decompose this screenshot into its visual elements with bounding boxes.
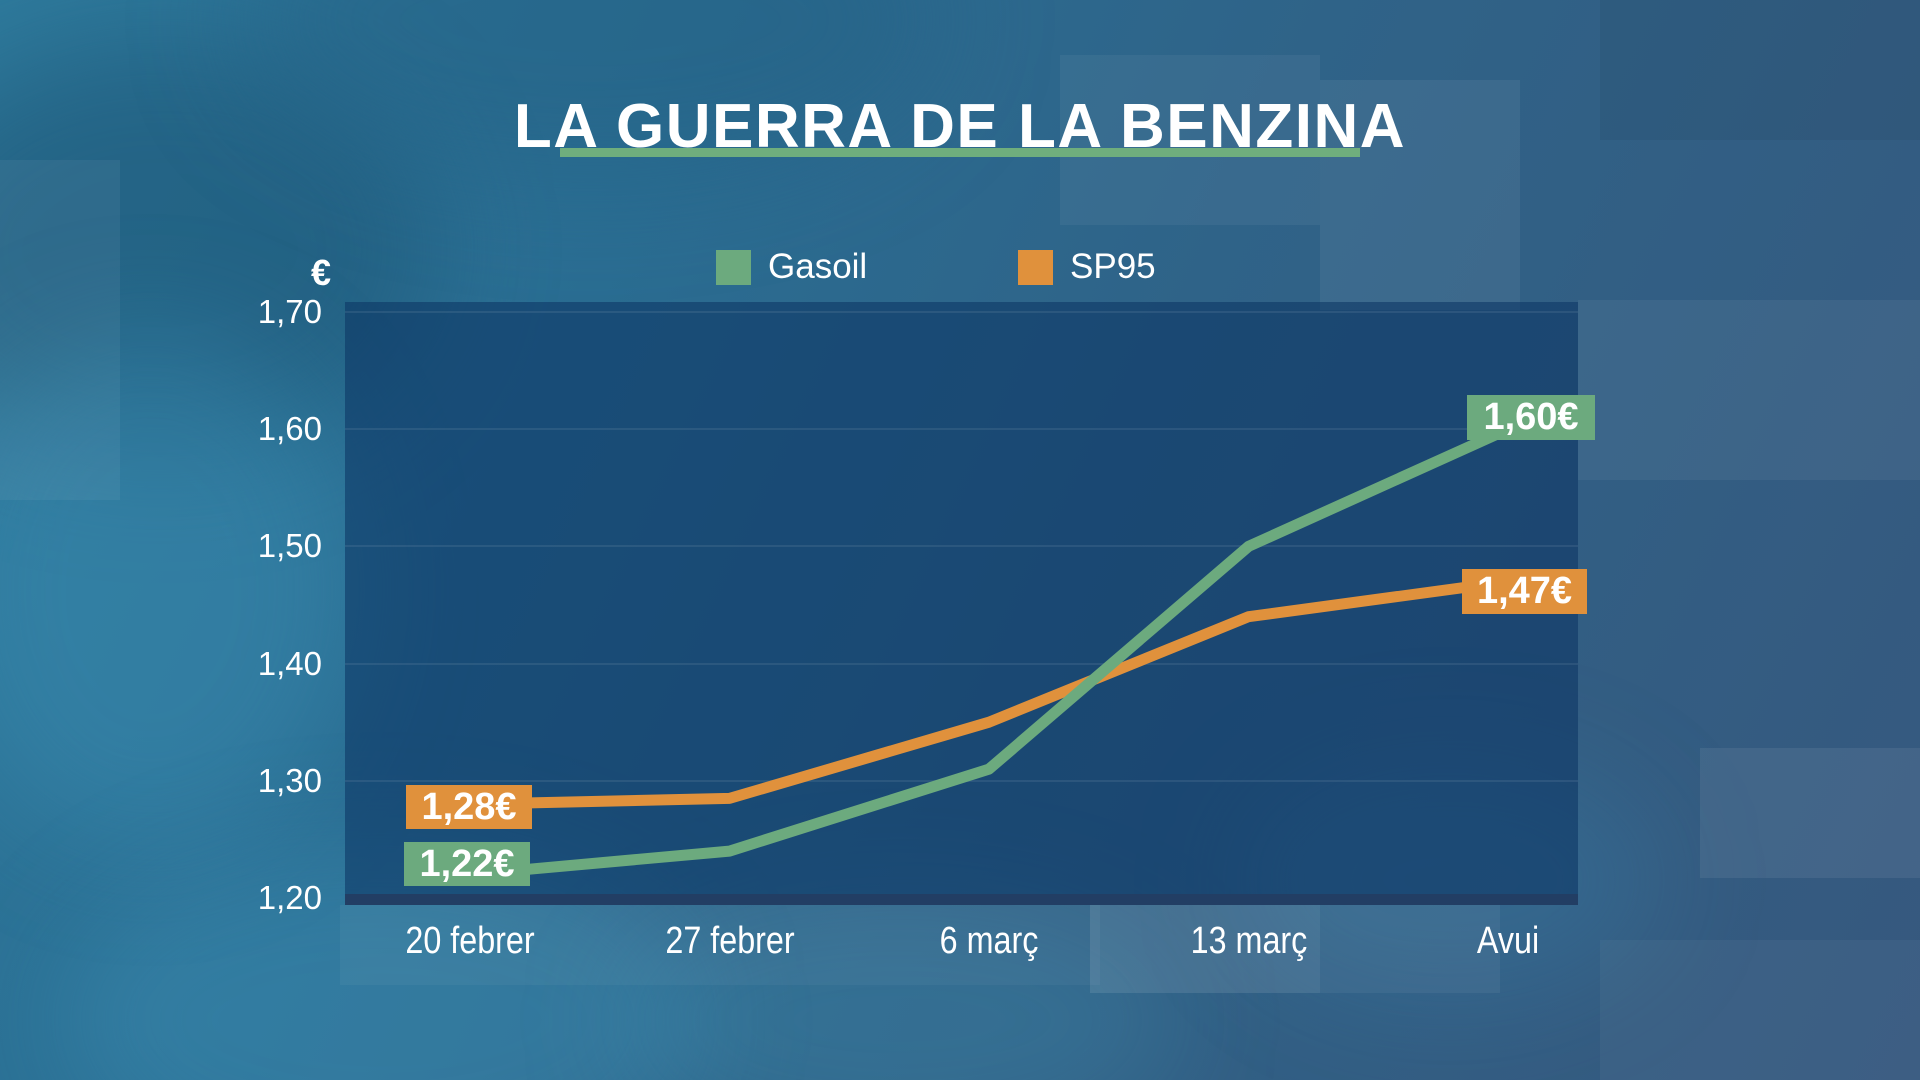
x-axis-highlight-band [1090, 905, 1320, 993]
background-patch [1600, 940, 1920, 1080]
gridline-1,40 [345, 663, 1578, 665]
gridline-1,50 [345, 545, 1578, 547]
background-blob [0, 330, 360, 850]
background-patch [1600, 0, 1920, 140]
gasoil-legend-swatch [716, 249, 751, 285]
title-underline [560, 148, 1360, 157]
legend-item-gasoil: Gasoil [716, 249, 867, 285]
y-axis-unit-label: € [310, 252, 332, 293]
x-axis-line [345, 894, 1578, 905]
sp95-end-value-badge: 1,47€ [1462, 569, 1587, 614]
background-patch [1578, 300, 1920, 480]
legend-item-sp95: SP95 [1018, 249, 1156, 285]
background-patch [1320, 80, 1520, 310]
gasoil-end-value-badge: 1,60€ [1467, 395, 1595, 440]
x-tick-label: Avui [1476, 920, 1540, 962]
sp95-legend-swatch [1018, 249, 1053, 285]
y-tick-label: 1,70 [257, 293, 322, 330]
background-patch [1060, 55, 1320, 225]
sp95-start-value-badge: 1,28€ [406, 785, 532, 829]
background-patch [1700, 748, 1920, 878]
gasoil-legend-label: Gasoil [768, 247, 868, 286]
x-tick-label: 27 febrer [664, 920, 795, 962]
y-tick-label: 1,20 [257, 879, 322, 916]
gridline-1,70 [345, 311, 1578, 313]
x-tick-label: 6 març [939, 920, 1039, 962]
y-tick-label: 1,40 [257, 645, 322, 682]
sp95-legend-label: SP95 [1070, 247, 1156, 286]
x-tick-label: 13 març [1190, 920, 1307, 962]
x-tick-label: 20 febrer [405, 920, 535, 962]
x-axis-highlight-band [1320, 905, 1500, 993]
background-blob [620, 900, 1180, 1080]
gasoil-start-value-badge: 1,22€ [404, 842, 530, 886]
y-tick-label: 1,60 [257, 410, 322, 447]
y-tick-label: 1,30 [257, 762, 322, 799]
y-tick-label: 1,50 [257, 527, 322, 564]
gridline-1,30 [345, 780, 1578, 782]
background-patch [0, 160, 120, 500]
gridline-1,60 [345, 428, 1578, 430]
x-axis-highlight-band [340, 905, 1100, 985]
page-title: LA GUERRA DE LA BENZINA [513, 91, 1407, 161]
